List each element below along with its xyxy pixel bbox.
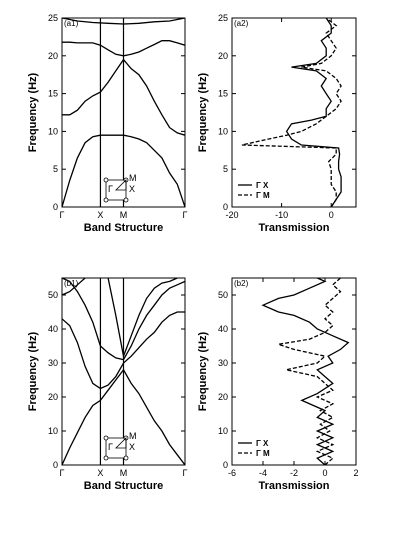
- band-curve: [62, 18, 185, 25]
- x-axis-label: Band Structure: [84, 222, 163, 234]
- x-tick-label: -2: [290, 468, 298, 478]
- y-tick-label: 20: [218, 392, 228, 402]
- y-tick-label: 40: [48, 324, 58, 334]
- x-tick-label: M: [120, 468, 128, 478]
- x-tick-label: M: [120, 210, 128, 220]
- transmission-line: [241, 18, 342, 207]
- y-tick-label: 10: [218, 126, 228, 136]
- transmission-line: [261, 278, 350, 465]
- x-tick-label: X: [97, 210, 103, 220]
- panel-label: (b2): [234, 279, 249, 288]
- y-tick-label: 5: [53, 164, 58, 174]
- y-axis-label: Frequency (Hz): [197, 331, 209, 411]
- x-tick-label: -10: [275, 210, 288, 220]
- inset-label-gamma: Γ: [108, 184, 113, 194]
- x-tick-label: Γ: [60, 468, 65, 478]
- x-tick-label: -20: [225, 210, 238, 220]
- lattice-point: [123, 455, 129, 461]
- y-tick-label: 20: [48, 51, 58, 61]
- panel-label: (a1): [64, 19, 79, 28]
- lattice-point: [103, 177, 109, 183]
- band-curve: [107, 278, 178, 359]
- y-tick-label: 15: [48, 89, 58, 99]
- y-axis-label: Frequency (Hz): [27, 72, 39, 152]
- irreducible-zone: [115, 437, 127, 449]
- band-curve: [62, 58, 185, 136]
- x-tick-label: X: [97, 468, 103, 478]
- legend-label: Γ M: [256, 191, 270, 200]
- band-curve: [62, 278, 185, 361]
- y-tick-label: 20: [48, 392, 58, 402]
- x-tick-label: Γ: [183, 210, 188, 220]
- band-curve: [62, 40, 185, 57]
- x-axis-label: Band Structure: [84, 480, 163, 492]
- inset-label-x: X: [129, 184, 135, 194]
- inset-label-m: M: [129, 431, 137, 441]
- lattice-point: [103, 197, 109, 203]
- band-curve: [62, 368, 185, 465]
- y-tick-label: 10: [48, 426, 58, 436]
- legend-label: Γ X: [256, 439, 269, 448]
- x-axis-label: Transmission: [259, 480, 330, 492]
- x-tick-label: Γ: [183, 468, 188, 478]
- y-tick-label: 0: [53, 460, 58, 470]
- inset-label-x: X: [129, 442, 135, 452]
- y-tick-label: 0: [53, 202, 58, 212]
- y-tick-label: 25: [218, 13, 228, 23]
- x-tick-label: -6: [228, 468, 236, 478]
- plot-area: [241, 18, 342, 207]
- x-tick-label: 0: [329, 210, 334, 220]
- x-tick-label: 2: [353, 468, 358, 478]
- y-tick-label: 10: [218, 426, 228, 436]
- band-curve: [62, 311, 185, 390]
- inset-label-m: M: [129, 173, 137, 183]
- legend-label: Γ M: [256, 449, 270, 458]
- y-tick-label: 30: [218, 358, 228, 368]
- legend-label: Γ X: [256, 181, 269, 190]
- panel-label: (a2): [234, 19, 249, 28]
- irreducible-zone: [115, 179, 127, 191]
- y-tick-label: 50: [48, 290, 58, 300]
- y-tick-label: 5: [223, 164, 228, 174]
- x-tick-label: Γ: [60, 210, 65, 220]
- inset-label-gamma: Γ: [108, 442, 113, 452]
- lattice-point: [103, 455, 109, 461]
- lattice-point: [123, 197, 129, 203]
- y-tick-label: 10: [48, 126, 58, 136]
- y-tick-label: 40: [218, 324, 228, 334]
- plot-area: [62, 278, 185, 465]
- plot-area: [62, 18, 185, 207]
- x-tick-label: 0: [322, 468, 327, 478]
- band-curve: [62, 278, 86, 296]
- y-tick-label: 25: [48, 13, 58, 23]
- transmission-line: [285, 18, 342, 207]
- y-tick-label: 20: [218, 51, 228, 61]
- y-tick-label: 0: [223, 460, 228, 470]
- plot-area: [261, 278, 350, 465]
- x-axis-label: Transmission: [259, 222, 330, 234]
- x-tick-label: -4: [259, 468, 267, 478]
- y-tick-label: 30: [48, 358, 58, 368]
- band-curve: [62, 134, 185, 207]
- y-axis-label: Frequency (Hz): [197, 72, 209, 152]
- panel-frame: [231, 17, 357, 208]
- y-tick-label: 15: [218, 89, 228, 99]
- y-tick-label: 50: [218, 290, 228, 300]
- y-axis-label: Frequency (Hz): [27, 331, 39, 411]
- y-tick-label: 0: [223, 202, 228, 212]
- lattice-point: [103, 435, 109, 441]
